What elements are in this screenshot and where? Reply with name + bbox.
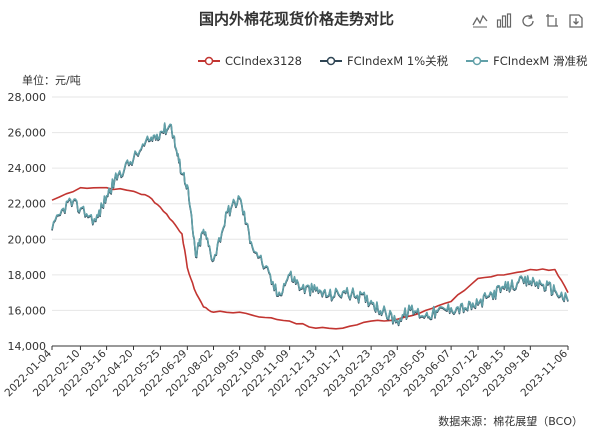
chart-toolbox — [471, 12, 585, 30]
legend-label-cc: CCIndex3128 — [225, 54, 302, 68]
y-tick-label: 26,000 — [8, 127, 47, 140]
chart-title: 国内外棉花现货价格走势对比 — [198, 10, 394, 28]
refresh-icon[interactable] — [567, 12, 585, 30]
data-source: 数据来源：棉花展望（BCO） — [438, 415, 583, 428]
chart-legend: CCIndex3128 FCIndexM 1%关税 FCIndexM 滑准税 — [198, 53, 588, 69]
legend-marker-fc1 — [320, 56, 342, 66]
series-line-2[interactable] — [51, 122, 569, 326]
legend-item-fc2[interactable]: FCIndexM 滑准税 — [466, 53, 588, 69]
legend-label-fc2: FCIndexM 滑准税 — [493, 54, 588, 68]
y-tick-label: 20,000 — [8, 233, 47, 246]
legend-item-fc1[interactable]: FCIndexM 1%关税 — [320, 53, 448, 69]
restore-icon[interactable] — [519, 12, 537, 30]
line-type-icon[interactable] — [471, 12, 489, 30]
y-tick-label: 24,000 — [8, 162, 47, 175]
legend-label-fc1: FCIndexM 1%关税 — [347, 54, 449, 68]
y-tick-label: 14,000 — [8, 340, 47, 353]
y-axis-unit-label: 单位：元/吨 — [22, 74, 81, 87]
legend-item-cc[interactable]: CCIndex3128 — [198, 53, 302, 69]
bar-type-icon[interactable] — [495, 12, 513, 30]
save-image-icon[interactable] — [543, 12, 561, 30]
legend-marker-fc2 — [466, 56, 489, 66]
y-tick-label: 22,000 — [8, 198, 47, 211]
series-line-0[interactable] — [51, 186, 569, 330]
y-tick-label: 18,000 — [8, 269, 47, 282]
y-tick-label: 16,000 — [8, 304, 47, 317]
legend-marker-cc — [198, 56, 220, 66]
y-tick-label: 28,000 — [8, 91, 47, 104]
